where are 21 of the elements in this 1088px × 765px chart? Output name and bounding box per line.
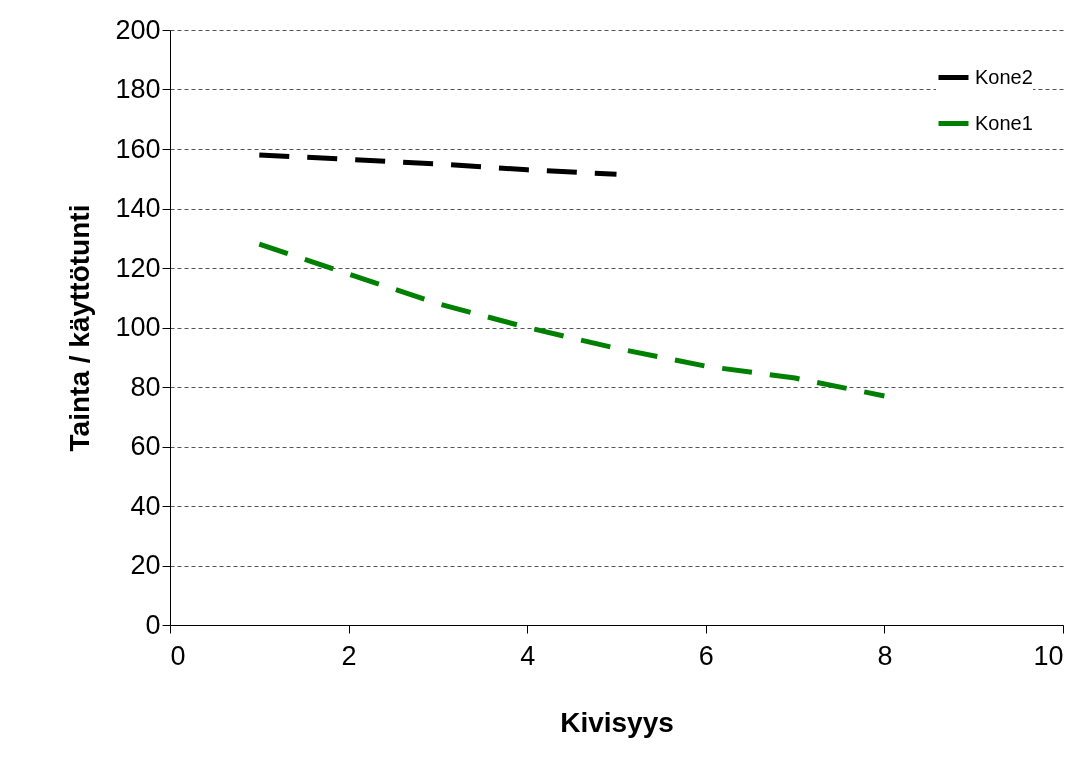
x-tick-label: 4 (520, 640, 536, 671)
x-tick-label: 0 (170, 640, 186, 671)
x-axis-title: Kivisyys (560, 706, 674, 738)
y-tick-label: 160 (115, 133, 161, 164)
y-tick-label: 60 (130, 431, 161, 461)
y-tick-label: 80 (130, 371, 161, 402)
y-tick-label: 100 (115, 312, 161, 342)
legend-label: Kone2 (975, 65, 1033, 88)
x-tick-label: 8 (877, 640, 893, 671)
y-tick-label: 140 (115, 193, 161, 223)
y-tick-label: 120 (115, 252, 161, 283)
y-tick-label: 20 (130, 550, 161, 580)
y-tick-label: 0 (145, 609, 161, 640)
legend-label: Kone1 (975, 111, 1033, 134)
x-tick-label: 10 (1033, 640, 1064, 671)
y-tick-label: 180 (115, 74, 161, 104)
x-tick-label: 6 (698, 640, 714, 671)
y-axis-title: Tainta / käyttötunti (64, 204, 96, 452)
y-tick-label: 200 (115, 14, 161, 45)
y-tick-label: 40 (130, 490, 161, 521)
x-tick-label: 2 (341, 640, 357, 671)
